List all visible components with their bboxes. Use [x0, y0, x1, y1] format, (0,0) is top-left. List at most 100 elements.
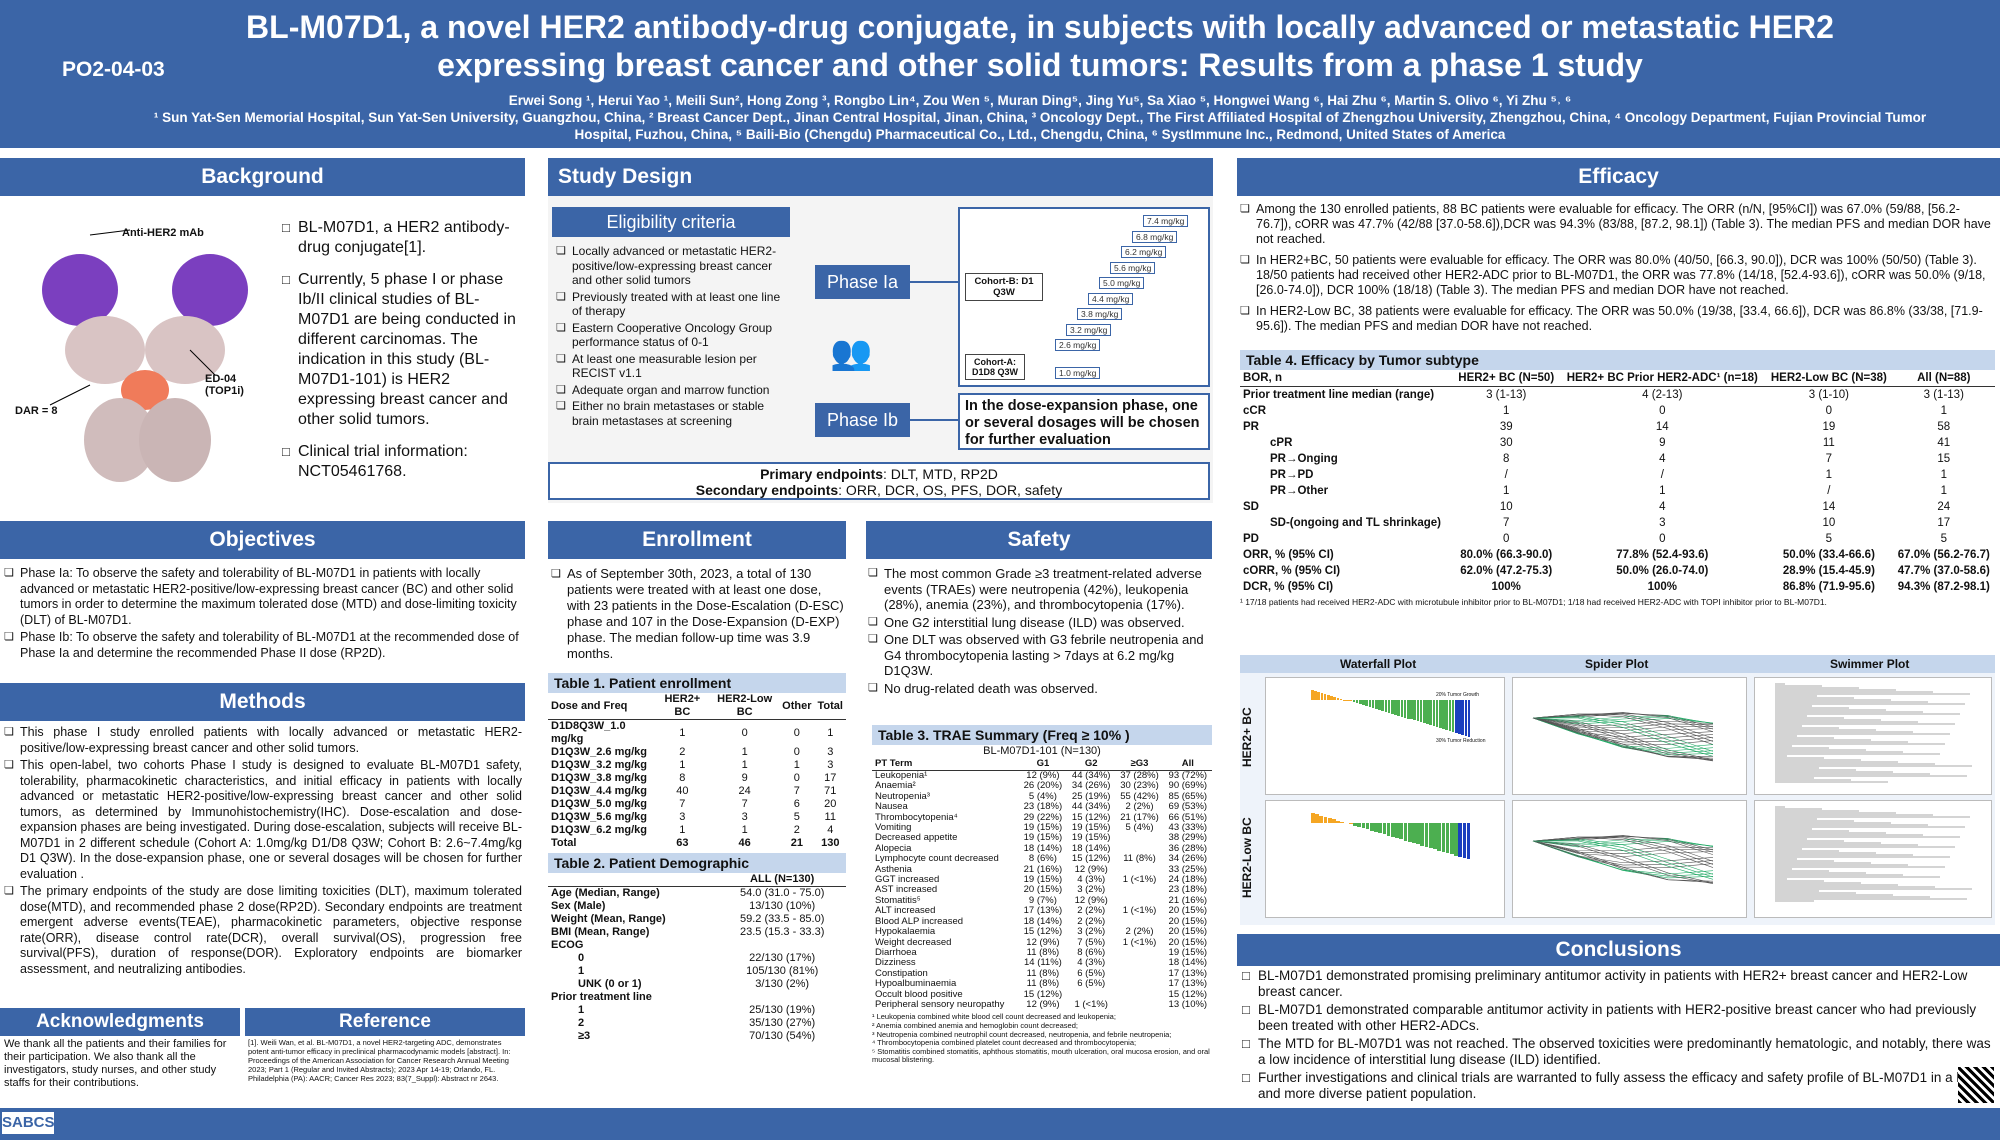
safety-item: No drug-related death was observed.	[868, 681, 1210, 697]
table-cell: 1	[679, 759, 686, 771]
growth-line-label: 20% Tumor Growth	[1436, 692, 1480, 698]
objective-item: Phase Ib: To observe the safety and tole…	[4, 630, 522, 661]
table-cell: 1 (<1%)	[1122, 936, 1157, 948]
table-row: Weight decreased 12 (9%) 7 (5%) 1 (<1%) 20 (…	[872, 936, 1212, 948]
table-cell: 54.0 (31.0 - 75.0)	[740, 887, 825, 899]
waterfall-bars	[1311, 688, 1471, 748]
conclusion-item: BL-M07D1 demonstrated promising prelimin…	[1242, 968, 1994, 1000]
table-cell: 50.0% (33.4-66.6)	[1782, 549, 1875, 561]
table-cell: 80.0% (66.3-90.0)	[1460, 549, 1553, 561]
reference-text: [1]. Weili Wan, et al. BL-M07D1, a novel…	[248, 1038, 511, 1083]
table-cell: 6	[793, 798, 800, 810]
column-header: Total	[814, 693, 846, 720]
waterfall-bar	[1368, 700, 1372, 708]
spider-line	[1532, 712, 1714, 732]
dose-step: 6.8 mg/kg	[1132, 230, 1178, 243]
table-cell: 11 (8%)	[1026, 978, 1060, 990]
spider-line	[1532, 840, 1714, 880]
column-header: HER2-Low BC	[710, 693, 780, 720]
table-cell: 7	[1825, 453, 1833, 465]
table-cell: 34 (26%)	[1071, 780, 1111, 792]
table-cell: ≥3	[578, 1030, 591, 1042]
table-cell: cCR	[1243, 405, 1267, 417]
efficacy-heading: Efficacy	[1237, 158, 2000, 196]
background-item: Currently, 5 phase I or phase Ib/II clin…	[282, 270, 517, 430]
table-cell: Alopecia	[875, 842, 912, 854]
column-header: ALL (N=130)	[718, 873, 846, 887]
table-cell: 1	[578, 965, 585, 977]
table-cell: 1	[1659, 485, 1666, 497]
table-cell: 38 (29%)	[1168, 832, 1208, 844]
table-footnote: ¹ Leukopenia combined white blood cell c…	[872, 1012, 1116, 1022]
table-row: ≥3 70/130 (54%)	[548, 1030, 846, 1043]
table-row: Asthenia 21 (16%) 12 (9%) 33 (25%)	[872, 863, 1212, 875]
enrollment-table: Dose and Freq HER2+ BC HER2-Low BC Other Tot…	[548, 693, 846, 850]
table-footnote: ² Anemia combined anemia and hemoglobin …	[872, 1020, 1078, 1030]
swimmer-title: Swimmer Plot	[1830, 657, 1910, 671]
waterfall-bar	[1410, 700, 1413, 720]
table-row: Decreased appetite 19 (15%) 19 (15%) 38 (29…	[872, 832, 1212, 844]
table-cell: Age (Median, Range)	[551, 887, 660, 899]
table-cell: 0	[793, 772, 800, 784]
spider-line	[1532, 840, 1714, 884]
table-cell: 12 (9%)	[1074, 863, 1108, 875]
table-cell: 69 (53%)	[1168, 801, 1208, 813]
table-row: Peripheral sensory neuropathy 12 (9%) 1 (<…	[872, 998, 1212, 1010]
spider-line	[1532, 836, 1714, 868]
swimmer-plot-her2low	[1754, 800, 1992, 918]
table-row: D1Q3W_4.4 mg/kg 40 24 7 71	[548, 785, 846, 798]
table-cell	[1115, 958, 1163, 968]
table-cell: 19 (15%)	[1023, 822, 1063, 834]
criterion: Eastern Cooperative Oncology Group perfo…	[556, 321, 791, 350]
waterfall-bar	[1314, 690, 1317, 700]
plots-panel: Waterfall Plot Spider Plot Swimmer Plot …	[1240, 655, 1995, 925]
spider-line	[1532, 713, 1714, 745]
spider-line	[1532, 840, 1714, 882]
table-cell: Peripheral sensory neuropathy	[875, 998, 1005, 1010]
table-row: ECOG	[548, 939, 846, 952]
table-cell: 4	[1659, 501, 1666, 513]
waterfall-bar	[1416, 823, 1420, 845]
arrow-ia	[910, 281, 958, 283]
waterfall-bar	[1445, 700, 1449, 730]
table-cell: 1	[1940, 485, 1947, 497]
table-row: D1Q3W_5.6 mg/kg 3 3 5 11	[548, 811, 846, 824]
waterfall-bar	[1432, 700, 1436, 727]
table-row: Leukopenia¹ 12 (9%) 44 (34%) 37 (28%) 93 (72…	[872, 770, 1212, 782]
enrollment-heading: Enrollment	[548, 521, 846, 559]
table-cell	[1115, 948, 1163, 958]
table-row: ORR, % (95% CI) 80.0% (66.3-90.0) 77.8% (5…	[1240, 547, 1995, 563]
dose-step: 6.2 mg/kg	[1121, 246, 1167, 258]
safety-heading: Safety	[866, 521, 1212, 559]
column-header: HER2+ BC Prior HER2-ADC¹ (n=18)	[1559, 370, 1766, 387]
waterfall-bar	[1466, 823, 1471, 860]
table-cell: Vomiting	[875, 822, 912, 834]
table-cell: 21 (16%)	[1023, 863, 1063, 875]
table4: Table 4. Efficacy by Tumor subtype BOR, …	[1240, 350, 1995, 607]
table-cell: DCR, % (95% CI)	[1243, 581, 1334, 593]
spider-title: Spider Plot	[1585, 657, 1649, 671]
table-cell: 8	[679, 772, 686, 784]
waterfall-bar	[1365, 700, 1369, 707]
table-row: Hypoalbuminaemia 11 (8%) 6 (5%) 17 (13%)	[872, 978, 1212, 990]
table-cell: 1	[741, 824, 748, 836]
waterfall-bar	[1352, 700, 1356, 703]
waterfall-bar	[1445, 823, 1450, 853]
people-icon: 👥	[830, 334, 873, 372]
table-cell: /	[1827, 485, 1831, 497]
waterfall-bar	[1382, 823, 1387, 835]
dose-step: 5.0 mg/kg	[1099, 277, 1145, 289]
table-footnote: ⁴ Thrombocytopenia combined platelet cou…	[872, 1038, 1137, 1048]
header-banner: PO2-04-03 BL-M07D1, a novel HER2 antibod…	[0, 0, 2000, 148]
table-cell: Prior treatment line median (range)	[1243, 389, 1435, 401]
spider-line	[1532, 717, 1714, 731]
table-cell: 35/130 (27%)	[749, 1017, 816, 1029]
qr-code	[1958, 1067, 1994, 1103]
method-item: This open-label, two cohorts Phase I stu…	[4, 758, 522, 882]
table-cell: 0	[793, 746, 800, 758]
table-cell: 13 (10%)	[1168, 998, 1208, 1010]
waterfall-bar	[1369, 823, 1374, 831]
table-cell: 3 (1-13)	[1923, 389, 1964, 401]
secondary-endpoints: Secondary endpoints: ORR, DCR, OS, PFS, …	[550, 482, 1208, 498]
waterfall-bar	[1336, 820, 1340, 823]
